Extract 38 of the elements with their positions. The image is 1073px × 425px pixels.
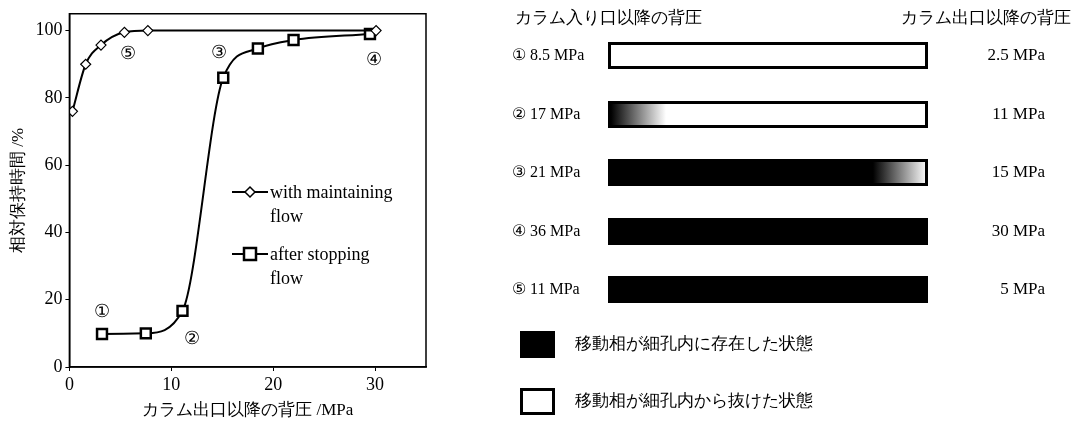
y-axis-title: 相対保持時間 /% [7,127,27,253]
annotation: ④ [365,48,382,69]
text: 2.5 MPa [986,45,1045,65]
text: ① 8.5 MPa [512,45,585,65]
x-tick-label: 10 [162,373,181,394]
annotation: ① [94,300,110,321]
x-tick-label: 30 [366,373,385,394]
text: 11 MPa [991,103,1045,124]
point [176,304,189,318]
text: 30 MPa [990,220,1045,241]
point [251,42,265,55]
y-tick-label: 20 [44,288,63,309]
text: 移動相が細孔内から抜けた状態 [575,391,813,411]
y-tick-label: 100 [35,19,63,40]
annotation: ⑤ [120,43,137,64]
text: カラム出口以降の背圧 [901,8,1071,28]
y-tick-label: 60 [44,153,63,174]
text: ③ 21 MPa [512,162,581,182]
point [217,71,230,84]
text: カラム入り口以降の背圧 [515,8,702,28]
annotation: ② [184,327,201,348]
point [95,327,109,341]
text: 5 MPa [999,279,1045,299]
text: ② 17 MPa [512,103,581,124]
x-axis-title: カラム出口以降の背圧 /MPa [142,400,354,420]
y-tick-label: 40 [44,221,63,242]
x-tick-label: 20 [264,373,283,394]
text: ⑤ 11 MPa [512,279,580,299]
text: ④ 36 MPa [512,220,581,241]
text: 15 MPa [990,162,1045,182]
y-tick-label: 80 [44,86,63,107]
text: 移動相が細孔内に存在した状態 [575,334,813,354]
point [287,33,300,47]
point [139,327,153,340]
legend-label: after stopping flow [270,243,371,290]
annotation: ③ [211,42,228,63]
y-tick-label: 0 [53,355,63,376]
legend-label: with maintaining flow [270,181,394,228]
